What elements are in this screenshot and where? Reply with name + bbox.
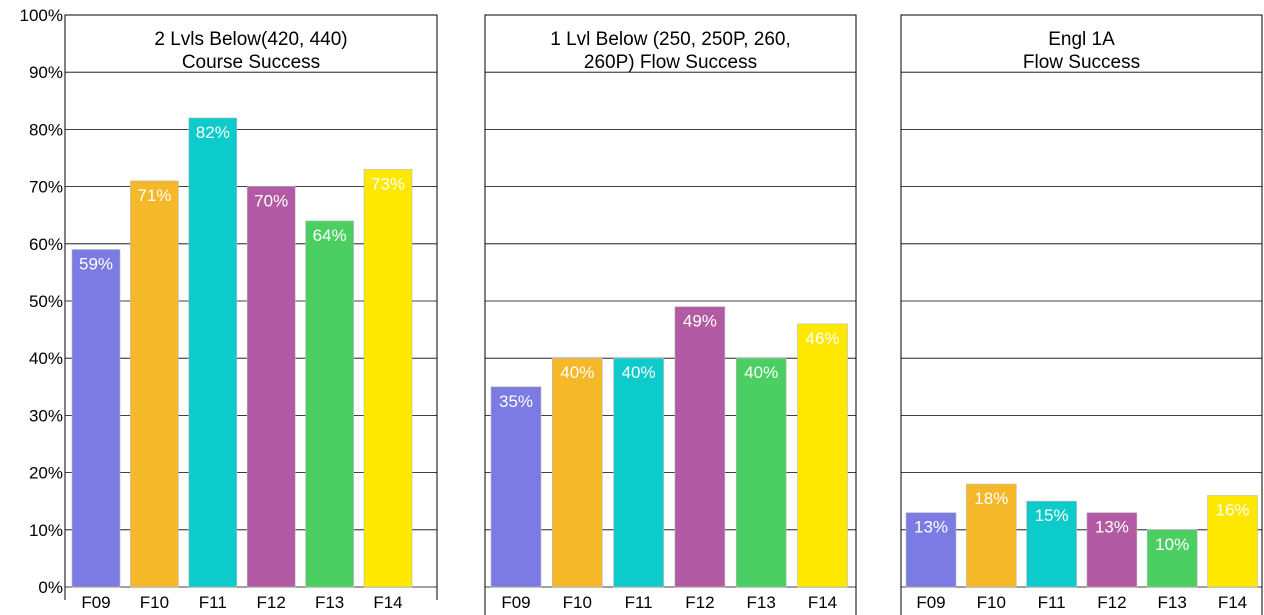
bar-f09 (905, 512, 957, 588)
chart-title-line: 2 Lvls Below(420, 440) (154, 29, 347, 50)
bar-f14 (797, 323, 848, 588)
x-tick-label: F12 (1097, 593, 1126, 612)
x-tick-label: F12 (685, 593, 714, 612)
chart-title-line: Course Success (182, 52, 320, 73)
x-tick-label: F09 (501, 593, 530, 612)
bar-f09 (490, 386, 542, 588)
data-label: 59% (79, 255, 113, 274)
data-label: 46% (805, 329, 839, 348)
data-label: 73% (371, 174, 405, 193)
x-tick-label: F12 (257, 593, 286, 612)
data-label: 40% (560, 363, 594, 382)
bar-f09 (71, 249, 121, 588)
bar-f12 (246, 186, 296, 588)
chart-title-line: Engl 1A (1048, 29, 1115, 50)
chart-panel-2: 1 Lvl Below (250, 250P, 260,260P) Flow S… (484, 14, 857, 615)
bar-f11 (1026, 500, 1077, 588)
chart-title-line: Flow Success (1023, 52, 1140, 73)
y-tick-label: 80% (29, 120, 63, 139)
chart-title-line: 260P) Flow Success (584, 52, 757, 73)
y-tick-label: 0% (38, 578, 63, 597)
x-tick-label: F10 (977, 593, 1006, 612)
y-tick-label: 40% (29, 349, 63, 368)
data-label: 16% (1215, 500, 1249, 519)
bar-f10 (551, 357, 603, 588)
data-label: 82% (196, 123, 230, 142)
y-tick-label: 90% (29, 63, 63, 82)
bar-f12 (674, 306, 726, 588)
x-tick-label: F14 (1218, 593, 1247, 612)
x-tick-label: F11 (199, 593, 227, 612)
panel-frame (64, 14, 438, 600)
bar-f10 (965, 483, 1017, 588)
x-tick-label: F13 (1158, 593, 1187, 612)
data-label: 13% (914, 518, 948, 537)
data-label: 18% (974, 489, 1008, 508)
bar-f12 (1086, 512, 1138, 588)
bar-f14 (1207, 495, 1258, 588)
data-label: 71% (137, 186, 171, 205)
bar-f13 (735, 357, 787, 588)
chart-panel-1: 0% 10% 20% 30% 40% 50% 60% 70% 80% 90% 100% 2 Lvls … (20, 6, 438, 612)
bar-f13 (305, 220, 354, 588)
data-label: 10% (1155, 535, 1189, 554)
x-tick-label: F14 (808, 593, 837, 612)
x-tick-label: F13 (747, 593, 776, 612)
data-label: 70% (254, 192, 288, 211)
y-tick-label: 30% (29, 406, 63, 425)
data-label: 35% (499, 392, 533, 411)
y-tick-label: 60% (29, 235, 63, 254)
x-tick-label: F10 (563, 593, 592, 612)
data-label: 15% (1035, 506, 1069, 525)
bar-f11 (188, 117, 238, 588)
y-tick-label: 100% (20, 6, 63, 25)
data-label: 13% (1095, 518, 1129, 537)
bar-f11 (613, 357, 664, 588)
data-label: 64% (313, 226, 347, 245)
bar-f10 (130, 180, 179, 588)
y-tick-label: 50% (29, 292, 63, 311)
x-tick-label: F09 (81, 593, 110, 612)
panel-frame (484, 14, 857, 615)
data-label: 40% (744, 363, 778, 382)
data-label: 40% (622, 363, 656, 382)
data-label: 49% (683, 312, 717, 331)
chart-title-line: 1 Lvl Below (250, 250P, 260, (550, 29, 791, 50)
y-tick-label: 70% (29, 178, 63, 197)
bar-f13 (1146, 529, 1198, 588)
x-tick-label: F10 (140, 593, 169, 612)
y-tick-label: 20% (29, 464, 63, 483)
x-tick-label: F11 (625, 593, 653, 612)
x-tick-label: F11 (1038, 593, 1066, 612)
x-tick-label: F13 (315, 593, 344, 612)
panel-frame (900, 14, 1263, 615)
x-tick-label: F14 (373, 593, 402, 612)
x-tick-label: F09 (916, 593, 945, 612)
bar-f14 (363, 169, 413, 588)
y-tick-label: 10% (29, 521, 63, 540)
